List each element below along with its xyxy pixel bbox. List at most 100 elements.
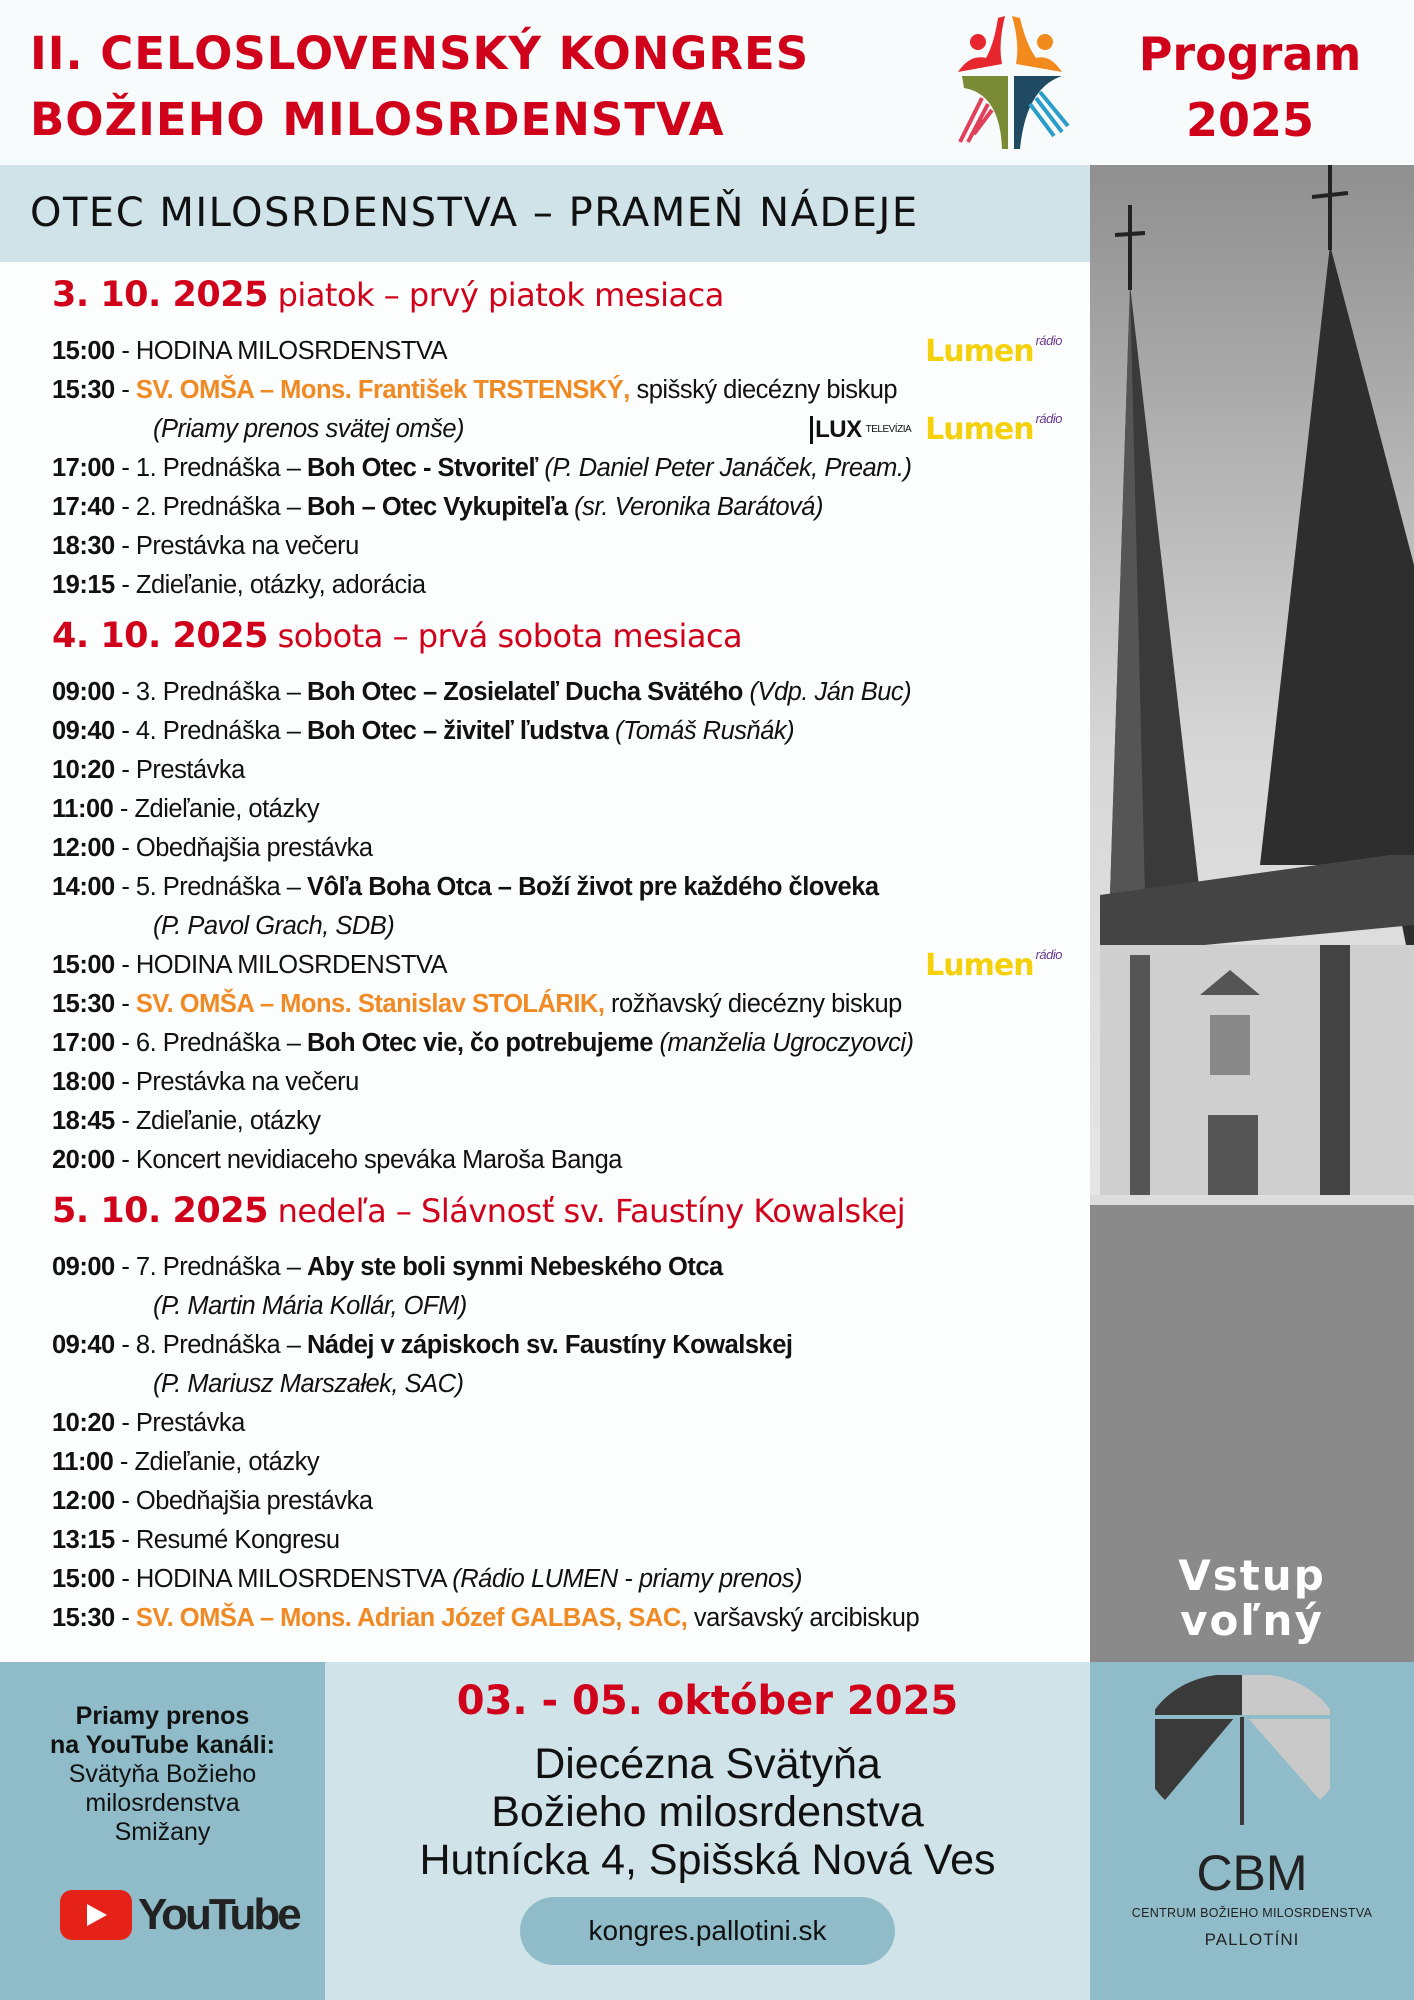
item-time: 15:00 (52, 951, 115, 979)
schedule-item: 15:30 - SV. OMŠA – Mons. František TRSTE… (52, 371, 1082, 410)
youtube-logo[interactable]: YouTube (60, 1890, 302, 1940)
schedule-item: 10:20 - Prestávka (52, 1404, 1082, 1443)
footer-cbm-panel (1090, 1662, 1414, 2000)
item-time: 13:15 (52, 1526, 115, 1554)
item-text: (sr. Veronika Barátová) (567, 493, 823, 521)
schedule-item: 09:00 - 7. Prednáška – Aby ste boli synm… (52, 1248, 1082, 1287)
item-time: 09:40 (52, 717, 115, 745)
event-title-line1: II. CELOSLOVENSKÝ KONGRES (30, 27, 810, 80)
cbm-logo-icon (1155, 1675, 1330, 1825)
free-entry-line2: voľný (1180, 1596, 1324, 1645)
item-time: 18:30 (52, 532, 115, 560)
radio-lumen-logo-icon: Lumen rádio (925, 334, 1062, 370)
schedule-item: 13:15 - Resumé Kongresu (52, 1521, 1082, 1560)
item-text: (P. Martin Mária Kollár, OFM) (153, 1292, 467, 1320)
item-text: (Tomáš Rusňák) (608, 717, 795, 745)
item-text: Boh Otec - Stvoriteľ (307, 454, 538, 482)
venue-line2: Božieho milosrdenstva (491, 1788, 924, 1836)
day-date: 3. 10. 2025 (52, 275, 268, 315)
channel-name-line2: milosrdenstva (85, 1789, 240, 1817)
day-label: sobota – prvá sobota mesiaca (277, 617, 743, 655)
item-text: - 2. Prednáška – (114, 493, 308, 521)
radio-label: rádio (1035, 947, 1063, 962)
item-time: 20:00 (52, 1146, 115, 1174)
lumen-wordmark: Lumen (925, 948, 1034, 983)
item-text: - 3. Prednáška – (114, 678, 308, 706)
item-time: 14:00 (52, 873, 115, 901)
schedule-item: 19:15 - Zdieľanie, otázky, adorácia (52, 566, 1082, 605)
item-text: - Resumé Kongresu (114, 1526, 340, 1554)
item-text: - Zdieľanie, otázky (113, 1448, 320, 1476)
broadcast-logos: Lumen rádio (925, 947, 1063, 984)
schedule-item: 12:00 - Obedňajšia prestávka (52, 1482, 1082, 1521)
item-text: SV. OMŠA – Mons. Adrian Józef GALBAS, SA… (135, 1604, 688, 1632)
item-text: - Prestávka na večeru (114, 1068, 359, 1096)
item-time: 17:40 (52, 493, 115, 521)
schedule-item: 20:00 - Koncert nevidiaceho speváka Maro… (52, 1141, 1082, 1180)
item-time: 17:00 (52, 1029, 115, 1057)
item-text: - (114, 376, 136, 404)
schedule-item: 09:00 - 3. Prednáška – Boh Otec – Zosiel… (52, 673, 1082, 712)
schedule-item: (P. Martin Mária Kollár, OFM) (52, 1287, 1082, 1326)
schedule-item: (Priamy prenos svätej omše) LUX TELEVÍZIA L… (52, 410, 1082, 449)
item-text: - HODINA MILOSRDENSTVA (114, 337, 448, 365)
item-text: - 7. Prednáška – (114, 1253, 308, 1281)
tv-lux-logo-icon: LUX TELEVÍZIA (810, 412, 912, 447)
cbm-full-name: CENTRUM BOŽIEHO MILOSRDENSTVA (1131, 1906, 1373, 1920)
congress-theme: OTEC MILOSRDENSTVA – PRAMEŇ NÁDEJE (30, 190, 919, 236)
schedule-item: 17:00 - 1. Prednáška – Boh Otec - Stvori… (52, 449, 1082, 488)
channel-name-line1: Svätyňa Božieho (68, 1760, 257, 1788)
item-text: Aby ste boli synmi Nebeského Otca (307, 1253, 723, 1281)
broadcast-logos: LUX TELEVÍZIA Lumen rádio (810, 411, 1063, 448)
item-text: (Vdp. Ján Buc) (742, 678, 912, 706)
item-text: (Rádio LUMEN - priamy prenos) (452, 1565, 802, 1593)
lumen-wordmark: Lumen (925, 412, 1034, 447)
item-text: (P. Daniel Peter Janáček, Pream.) (537, 454, 912, 482)
item-text: Nádej v zápiskoch sv. Faustíny Kowalskej (307, 1331, 793, 1359)
item-time: 15:00 (52, 1565, 115, 1593)
radio-label: rádio (1035, 411, 1063, 426)
item-text: - (114, 990, 136, 1018)
item-time: 09:40 (52, 1331, 115, 1359)
item-time: 09:00 (52, 678, 115, 706)
lumen-wordmark: Lumen (925, 334, 1034, 369)
lux-subtitle: TELEVÍZIA (865, 423, 912, 435)
item-text: rožňavský diecézny biskup (604, 990, 902, 1018)
radio-lumen-logo-icon: Lumen rádio (925, 411, 1063, 448)
item-text: (manželia Ugroczyovci) (652, 1029, 914, 1057)
schedule-item: 10:20 - Prestávka (52, 751, 1082, 790)
schedule-item: 11:00 - Zdieľanie, otázky (52, 790, 1082, 829)
item-text: spišský diecézny biskup (629, 376, 898, 404)
channel-name-line3: Smižany (114, 1818, 211, 1846)
item-time: 15:30 (52, 376, 115, 404)
item-time: 15:00 (52, 337, 115, 365)
item-text: (P. Mariusz Marszałek, SAC) (153, 1370, 464, 1398)
schedule-item: 15:30 - SV. OMŠA – Mons. Adrian Józef GA… (52, 1599, 1082, 1638)
church-spires-image (1090, 165, 1414, 1662)
youtube-wordmark: YouTube (138, 1890, 302, 1939)
item-text: Vôľa Boha Otca – Boží život pre každého … (307, 873, 879, 901)
item-time: 17:00 (52, 454, 115, 482)
cbm-abbreviation: CBM (1196, 1845, 1308, 1901)
item-time: 12:00 (52, 834, 115, 862)
website-link[interactable]: kongres.pallotini.sk (520, 1897, 895, 1965)
item-text: - 1. Prednáška – (114, 454, 308, 482)
item-text: - Prestávka na večeru (114, 532, 359, 560)
item-text: - Prestávka (114, 1409, 245, 1437)
item-text: varšavský arcibiskup (687, 1604, 920, 1632)
item-text: - (114, 1604, 136, 1632)
free-entry-line1: Vstup (1178, 1551, 1326, 1600)
footer-stream-panel: Priamy prenos na YouTube kanáli: Svätyňa… (0, 1662, 325, 2000)
schedule-item: 18:00 - Prestávka na večeru (52, 1063, 1082, 1102)
item-text: (P. Pavol Grach, SDB) (153, 912, 395, 940)
item-text: Boh Otec – živiteľ ľudstva (307, 717, 609, 745)
item-text: SV. OMŠA – Mons. František TRSTENSKÝ, (135, 376, 630, 404)
item-text: - HODINA MILOSRDENSTVA (114, 951, 448, 979)
item-text: Boh Otec – Zosielateľ Ducha Svätého (307, 678, 743, 706)
item-time: 12:00 (52, 1487, 115, 1515)
venue-line1: Diecézna Svätyňa (534, 1740, 881, 1788)
item-text: (Priamy prenos svätej omše) (153, 415, 465, 443)
subtitle-band (0, 165, 1090, 262)
item-time: 18:45 (52, 1107, 115, 1135)
schedule-item: 15:30 - SV. OMŠA – Mons. Stanislav STOLÁ… (52, 985, 1082, 1024)
